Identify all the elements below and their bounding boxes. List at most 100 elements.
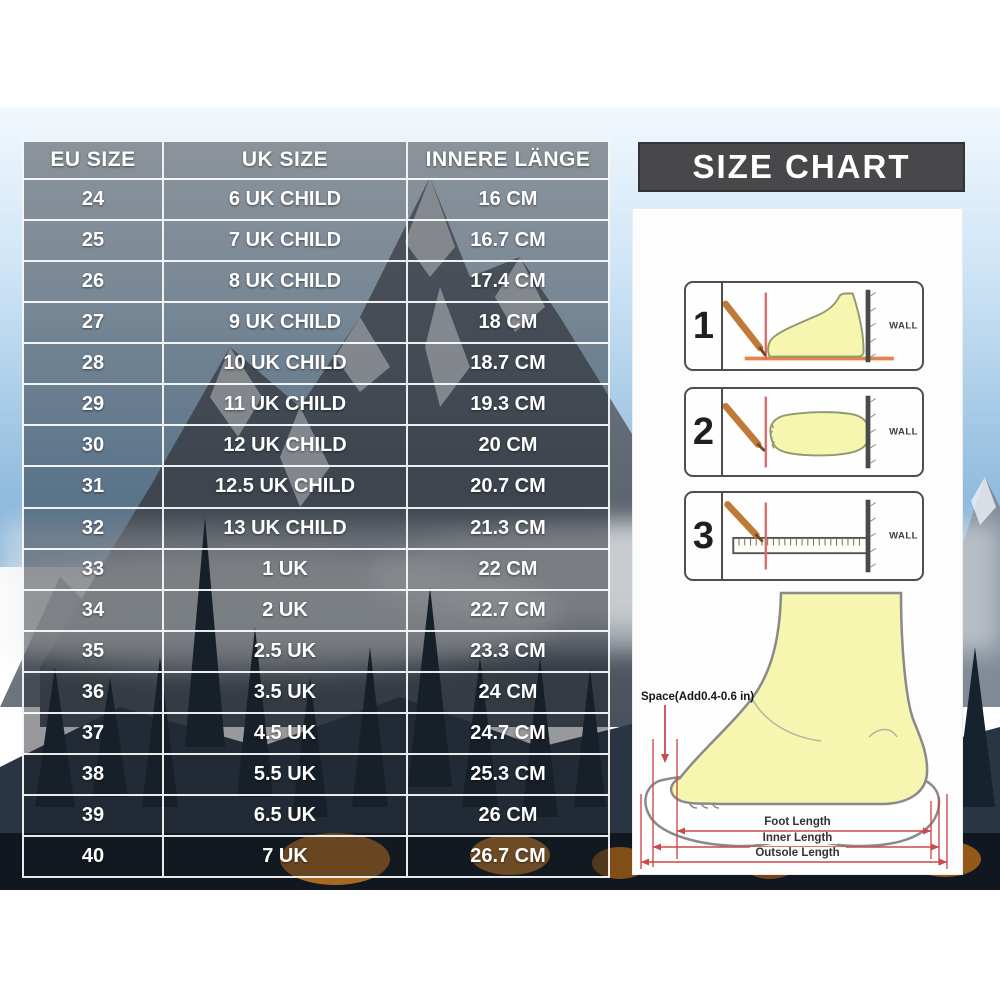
table-cell: 2 UK bbox=[164, 590, 408, 630]
table-row: 38 5.5 UK 25.3 CM bbox=[24, 752, 608, 794]
table-cell: 9 UK CHILD bbox=[164, 303, 408, 343]
table-cell: 32 bbox=[24, 508, 164, 548]
size-chart-title-bar: SIZE CHART bbox=[638, 142, 965, 192]
ruler-illustration bbox=[732, 536, 869, 555]
step-3-number: 3 bbox=[686, 493, 723, 579]
table-cell: 17.4 CM bbox=[408, 262, 608, 302]
table-row: 32 13 UK CHILD 21.3 CM bbox=[24, 506, 608, 548]
table-cell: 19.3 CM bbox=[408, 385, 608, 425]
table-cell: 5.5 UK bbox=[164, 754, 408, 794]
table-row: 29 11 UK CHILD 19.3 CM bbox=[24, 383, 608, 425]
step-2-diagram bbox=[722, 395, 876, 469]
table-cell: 21.3 CM bbox=[408, 508, 608, 548]
table-row: 37 4.5 UK 24.7 CM bbox=[24, 711, 608, 753]
pencil-tip bbox=[754, 533, 764, 543]
measure-step-2: 2 WALL bbox=[684, 387, 924, 477]
table-cell: 23.3 CM bbox=[408, 631, 608, 671]
table-cell: 24.7 CM bbox=[408, 713, 608, 753]
table-cell: 7 UK bbox=[164, 837, 408, 877]
foot-length-label: Foot Length bbox=[758, 816, 837, 828]
wall-hatch bbox=[869, 398, 876, 464]
step-1-diagram bbox=[722, 289, 894, 363]
photo-snow-patches bbox=[210, 177, 545, 507]
wall-hatch bbox=[869, 292, 876, 358]
column-header-uk-size: UK SIZE bbox=[164, 142, 408, 178]
table-row: 30 12 UK CHILD 20 CM bbox=[24, 424, 608, 466]
table-cell: 20.7 CM bbox=[408, 467, 608, 507]
table-cell: 35 bbox=[24, 631, 164, 671]
table-cell: 24 CM bbox=[408, 672, 608, 712]
space-allowance-label: Space(Add0.4-0.6 in) bbox=[641, 691, 755, 703]
measure-step-3: 3 WALL bbox=[684, 491, 924, 581]
wall-label-1: WALL bbox=[889, 320, 918, 332]
pencil-icon bbox=[724, 501, 760, 539]
table-cell: 26 CM bbox=[408, 795, 608, 835]
column-header-inner-length: INNERE LÄNGE bbox=[408, 142, 608, 178]
table-row: 40 7 UK 26.7 CM bbox=[24, 835, 608, 877]
table-cell: 18.7 CM bbox=[408, 344, 608, 384]
table-cell: 33 bbox=[24, 549, 164, 589]
wall-label-2: WALL bbox=[889, 426, 918, 438]
table-row: 25 7 UK CHILD 16.7 CM bbox=[24, 219, 608, 261]
table-row: 36 3.5 UK 24 CM bbox=[24, 670, 608, 712]
table-row: 39 6.5 UK 26 CM bbox=[24, 793, 608, 835]
table-cell: 37 bbox=[24, 713, 164, 753]
measure-step-1: 1 WALL bbox=[684, 281, 924, 371]
table-cell: 26 bbox=[24, 262, 164, 302]
table-cell: 25 bbox=[24, 221, 164, 261]
table-row: 27 9 UK CHILD 18 CM bbox=[24, 301, 608, 343]
table-cell: 28 bbox=[24, 344, 164, 384]
table-row: 24 6 UK CHILD 16 CM bbox=[24, 178, 608, 220]
table-cell: 18 CM bbox=[408, 303, 608, 343]
table-header-row: EU SIZE UK SIZE INNERE LÄNGE bbox=[24, 142, 608, 178]
table-row: 34 2 UK 22.7 CM bbox=[24, 588, 608, 630]
size-table: EU SIZE UK SIZE INNERE LÄNGE 24 6 UK CHIL… bbox=[22, 140, 610, 878]
ankle-lines bbox=[750, 696, 898, 742]
table-cell: 34 bbox=[24, 590, 164, 630]
foot-side-illustration bbox=[767, 292, 865, 358]
foot-top-illustration bbox=[769, 411, 870, 457]
table-cell: 36 bbox=[24, 672, 164, 712]
table-cell: 22.7 CM bbox=[408, 590, 608, 630]
table-row: 31 12.5 UK CHILD 20.7 CM bbox=[24, 465, 608, 507]
table-cell: 16.7 CM bbox=[408, 221, 608, 261]
table-cell: 27 bbox=[24, 303, 164, 343]
table-row: 33 1 UK 22 CM bbox=[24, 547, 608, 589]
table-row: 28 10 UK CHILD 18.7 CM bbox=[24, 342, 608, 384]
column-header-eu-size: EU SIZE bbox=[24, 142, 164, 178]
table-cell: 22 CM bbox=[408, 549, 608, 589]
table-cell: 13 UK CHILD bbox=[164, 508, 408, 548]
table-cell: 4.5 UK bbox=[164, 713, 408, 753]
table-cell: 10 UK CHILD bbox=[164, 344, 408, 384]
foot-leg-illustration bbox=[669, 591, 929, 806]
step-2-number: 2 bbox=[686, 389, 723, 475]
table-cell: 7 UK CHILD bbox=[164, 221, 408, 261]
ruler-ticks bbox=[738, 538, 860, 546]
size-chart-title: SIZE CHART bbox=[692, 148, 911, 185]
table-cell: 29 bbox=[24, 385, 164, 425]
step-1-number: 1 bbox=[686, 283, 723, 369]
inner-length-label: Inner Length bbox=[756, 832, 839, 844]
step-3-diagram bbox=[724, 499, 876, 573]
table-cell: 16 CM bbox=[408, 180, 608, 220]
table-cell: 8 UK CHILD bbox=[164, 262, 408, 302]
table-cell: 25.3 CM bbox=[408, 754, 608, 794]
toe-lines bbox=[769, 419, 776, 449]
table-cell: 26.7 CM bbox=[408, 837, 608, 877]
table-cell: 1 UK bbox=[164, 549, 408, 589]
table-cell: 40 bbox=[24, 837, 164, 877]
table-row: 35 2.5 UK 23.3 CM bbox=[24, 629, 608, 671]
table-cell: 6 UK CHILD bbox=[164, 180, 408, 220]
table-cell: 30 bbox=[24, 426, 164, 466]
wall-hatch bbox=[869, 502, 876, 568]
measure-instructions-panel: 1 WALL 2 WALL bbox=[632, 208, 963, 875]
space-arrow bbox=[661, 705, 669, 763]
measure-arrowheads bbox=[641, 827, 947, 866]
table-cell: 11 UK CHILD bbox=[164, 385, 408, 425]
table-cell: 20 CM bbox=[408, 426, 608, 466]
table-cell: 31 bbox=[24, 467, 164, 507]
pencil-icon bbox=[722, 402, 762, 448]
table-cell: 3.5 UK bbox=[164, 672, 408, 712]
outsole-length-label: Outsole Length bbox=[749, 847, 846, 859]
